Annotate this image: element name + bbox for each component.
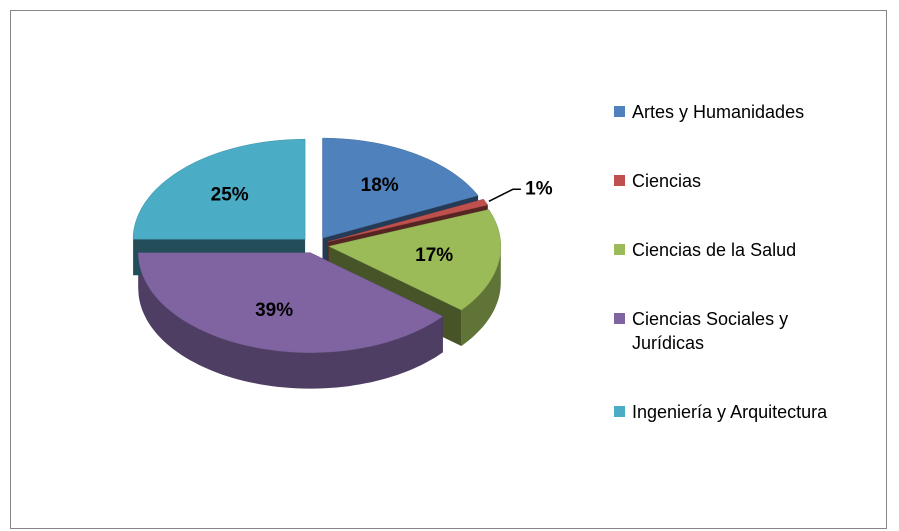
data-label: 1% — [525, 178, 553, 199]
legend-label: Ciencias de la Salud — [632, 240, 797, 260]
slice — [138, 252, 444, 353]
data-label: 18% — [361, 175, 399, 196]
legend-swatch — [614, 313, 625, 324]
legend: Artes y Humanidades Ciencias Ciencias de l… — [614, 100, 864, 424]
slice — [322, 137, 479, 239]
legend-item: Ciencias Sociales y Jurídicas — [614, 307, 864, 355]
legend-item: Artes y Humanidades — [614, 100, 864, 124]
leader-line — [488, 188, 521, 202]
data-label: 39% — [255, 300, 293, 321]
slice — [327, 198, 489, 243]
legend-item: Ciencias — [614, 169, 864, 193]
legend-swatch — [614, 406, 625, 417]
pie-tops: 18% 1% 17% 39% 25% — [132, 137, 553, 353]
legend-label: Ciencias Sociales y Jurídicas — [632, 309, 789, 353]
chart-frame — [10, 10, 887, 529]
slice-side — [138, 252, 443, 389]
slice — [328, 209, 502, 311]
legend-item: Ciencias de la Salud — [614, 238, 864, 262]
data-label: 17% — [415, 245, 453, 266]
legend-label: Artes y Humanidades — [632, 102, 805, 122]
legend-label: Ingeniería y Arquitectura — [632, 402, 828, 422]
legend-swatch — [614, 244, 625, 255]
legend-label: Ciencias — [632, 171, 702, 191]
legend-swatch — [614, 106, 625, 117]
data-label: 25% — [211, 184, 249, 205]
slice — [132, 138, 306, 240]
legend-swatch — [614, 175, 625, 186]
slice-side — [461, 246, 501, 346]
legend-item: Ingeniería y Arquitectura — [614, 400, 864, 424]
